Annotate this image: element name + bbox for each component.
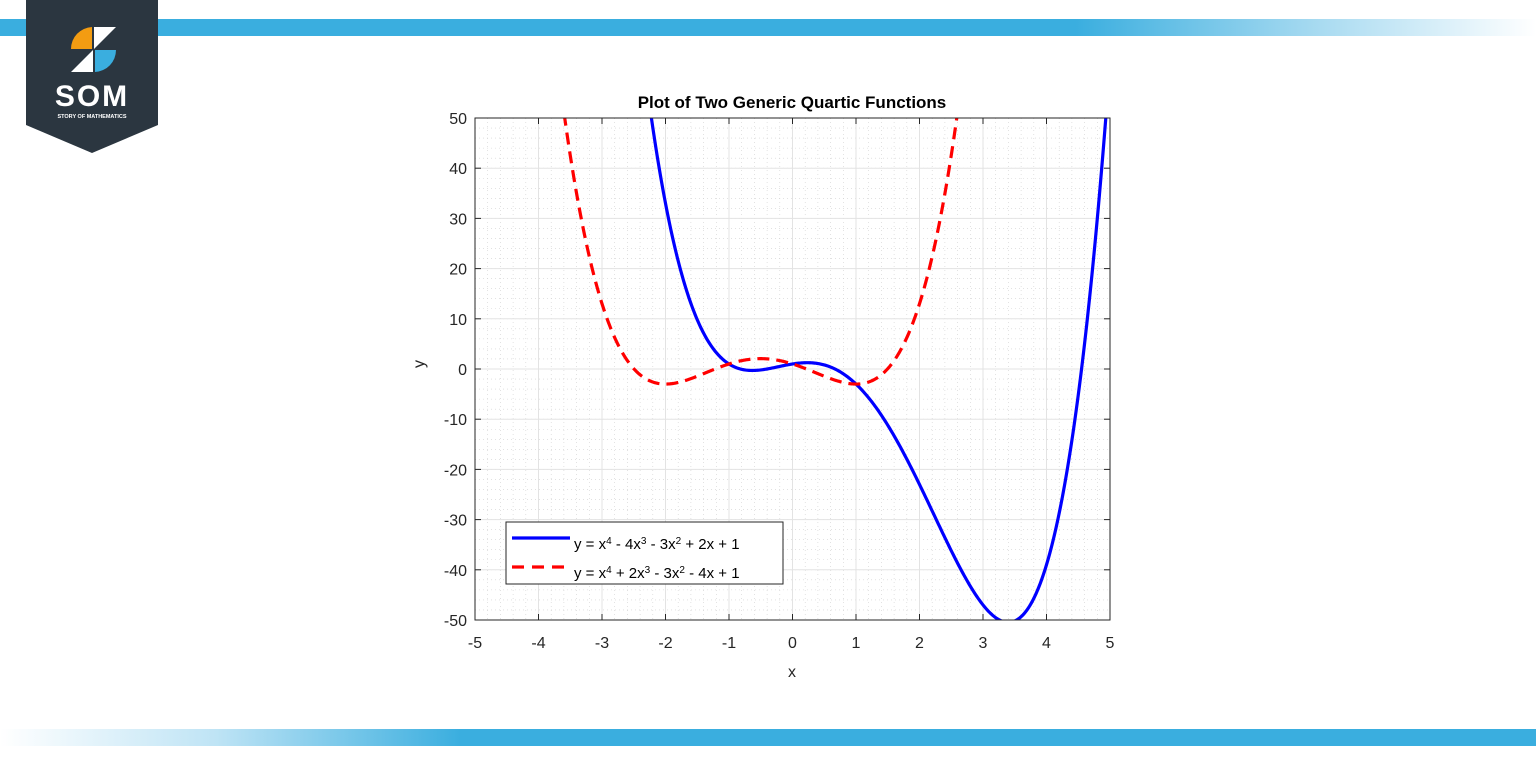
series-blue-solid-line xyxy=(649,118,1108,620)
x-tick-label: -4 xyxy=(531,635,545,652)
legend: y = x4 - 4x3 - 3x2 + 2x + 1 y = x4 + 2x3… xyxy=(505,521,784,585)
y-tick-label: -20 xyxy=(444,462,467,479)
logo-subtext: STORY OF MATHEMATICS xyxy=(57,114,126,120)
y-tick-label: -30 xyxy=(444,513,467,530)
x-tick-label: 1 xyxy=(852,635,861,652)
bottom-decorative-bar xyxy=(0,729,1536,746)
y-tick-label: -50 xyxy=(444,613,467,630)
x-tick-label: 3 xyxy=(979,635,988,652)
logo-text: SOM xyxy=(55,80,129,113)
y-axis-label: y xyxy=(411,360,428,368)
y-tick-label: 10 xyxy=(449,312,467,329)
x-tick-label: -5 xyxy=(468,635,482,652)
y-tick-label: 20 xyxy=(449,262,467,279)
y-tick-label: 40 xyxy=(449,161,467,178)
y-tick-label: 30 xyxy=(449,211,467,228)
legend-entry-series-2: y = x4 + 2x3 - 3x2 - 4x + 1 xyxy=(574,565,740,583)
x-tick-label: 4 xyxy=(1042,635,1051,652)
y-tick-label: -10 xyxy=(444,412,467,429)
x-axis-label: x xyxy=(788,664,796,681)
x-tick-label: -3 xyxy=(595,635,609,652)
chart-title: Plot of Two Generic Quartic Functions xyxy=(638,93,947,112)
som-logo-mark-icon xyxy=(70,27,117,72)
x-tick-label: 2 xyxy=(915,635,924,652)
x-tick-label: 5 xyxy=(1106,635,1115,652)
legend-box xyxy=(505,521,784,585)
y-tick-label: -40 xyxy=(444,563,467,580)
series-red-dashed-line xyxy=(563,118,959,386)
legend-entry-series-1: y = x4 - 4x3 - 3x2 + 2x + 1 xyxy=(574,536,740,554)
x-tick-label: 0 xyxy=(788,635,797,652)
top-decorative-bar xyxy=(0,19,1536,36)
x-tick-labels: -5 -4 -3 -2 -1 0 1 2 3 4 5 xyxy=(468,635,1115,652)
x-tick-label: -2 xyxy=(658,635,672,652)
som-logo: SOM STORY OF MATHEMATICS xyxy=(26,0,158,153)
y-tick-label: 50 xyxy=(449,111,467,128)
y-tick-labels: 50 40 30 20 10 0 -10 -20 -30 -40 -50 xyxy=(444,111,467,630)
x-tick-label: -1 xyxy=(722,635,736,652)
y-tick-label: 0 xyxy=(458,362,467,379)
axis-ticks xyxy=(474,117,1111,621)
